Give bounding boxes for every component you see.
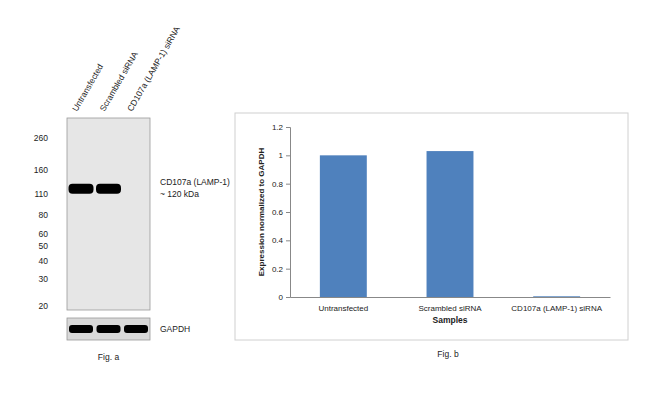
lane-label: CD107a (LAMP-1) siRNA [125,24,182,113]
blot-panel [67,118,150,310]
marker-label: 50 [39,241,49,251]
tick: 0.6 [272,208,290,217]
marker-label: 30 [39,274,49,284]
tick: CD107a (LAMP-1) siRNA [511,297,602,313]
marker-label: 40 [39,256,49,266]
band [96,184,121,194]
y-axis-title: Expression normalized to GAPDH [257,148,266,277]
tick-label: 0 [279,293,284,302]
target-label: CD107a (LAMP-1) [160,177,230,187]
band [124,325,148,333]
tick: 1 [279,151,290,160]
marker-labels: 260 160 110 80 60 50 40 30 20 [34,133,48,311]
band [69,184,94,194]
tick: Untransfected [318,297,368,313]
marker-label: 160 [34,165,48,175]
control-panel [67,318,150,340]
marker-label: 20 [39,301,49,311]
lane-labels: UntransfectedScrambled siRNACD107a (LAMP… [70,24,182,113]
tick-mark [286,155,290,156]
tick-mark [286,127,290,128]
x-axis-title: Samples [433,315,468,325]
tick-mark [286,297,290,298]
tick-label: 0.2 [272,265,284,274]
band [124,184,149,194]
bars [320,151,580,297]
axis-line [291,297,611,298]
tick: Scrambled siRNA [418,297,482,313]
x-axis: Untransfected Scrambled siRNA CD107a (LAMP… [291,297,611,313]
bar [533,296,580,297]
tick-mark [286,212,290,213]
chart-frame [235,113,628,340]
blot: 260 160 110 80 60 50 40 30 20 UntransfectedScramb… [34,24,230,362]
tick: 0.8 [272,180,290,189]
caption: Fig. a [98,352,120,362]
band [97,325,121,333]
tick-label: 0.8 [272,180,284,189]
marker-label: 260 [34,133,48,143]
tick: 0.4 [272,236,290,245]
tick: 1.2 [272,123,290,132]
tick-mark [286,184,290,185]
target-size-label: ~ 120 kDa [160,189,199,199]
tick-label: Scrambled siRNA [418,304,482,313]
tick-label: 1 [279,151,284,160]
band [69,325,93,333]
caption: Fig. b [437,349,459,359]
tick: 0.2 [272,265,290,274]
control-label: GAPDH [160,324,190,334]
tick-mark [286,269,290,270]
marker-label: 60 [39,229,49,239]
tick-label: 1.2 [272,123,284,132]
bar-chart: 0 0.2 0.4 0.6 0.8 1 1.2 Untransfected Scrambled … [235,113,628,359]
axis-line [286,128,291,298]
tick-label: CD107a (LAMP-1) siRNA [511,304,602,313]
figure: 260 160 110 80 60 50 40 30 20 Untransfected Scramb… [0,0,650,395]
target-bands [69,184,149,194]
tick-label: 0.4 [272,236,284,245]
marker-label: 80 [39,210,49,220]
y-axis: 0 0.2 0.4 0.6 0.8 1 1.2 [272,123,291,302]
marker-label: 110 [34,189,48,199]
bar [427,151,474,297]
bar [320,155,367,297]
tick-label: 0.6 [272,208,284,217]
tick-mark [286,240,290,241]
tick: 0 [279,293,290,302]
tick-label: Untransfected [318,304,368,313]
control-bands [69,325,148,333]
